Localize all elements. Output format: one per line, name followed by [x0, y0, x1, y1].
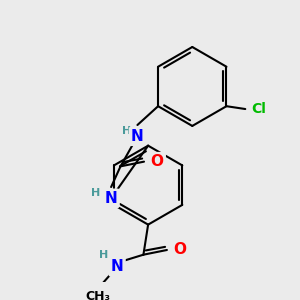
Text: CH₃: CH₃ — [86, 290, 111, 300]
Text: H: H — [99, 250, 109, 260]
Text: O: O — [174, 242, 187, 257]
Text: H: H — [122, 126, 131, 136]
Text: N: N — [105, 191, 118, 206]
Text: N: N — [131, 129, 144, 144]
Text: O: O — [151, 154, 164, 169]
Text: N: N — [111, 260, 124, 274]
Text: H: H — [92, 188, 101, 198]
Text: Cl: Cl — [251, 102, 266, 116]
